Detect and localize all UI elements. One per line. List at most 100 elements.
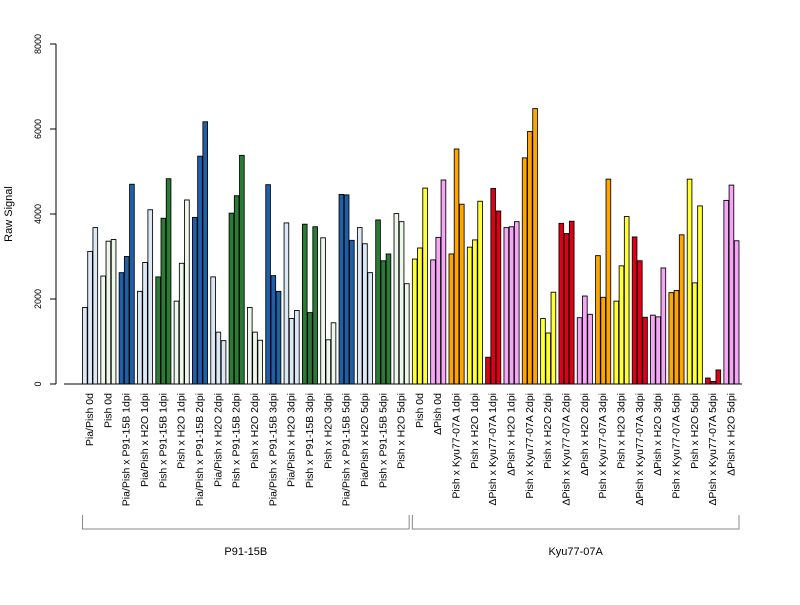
- x-tick-label: ΔPish x H2O 5dpi: [725, 393, 737, 476]
- bar: [545, 332, 551, 385]
- bar: [210, 276, 216, 385]
- y-axis-label: Raw Signal: [3, 186, 15, 242]
- y-axis: 0 2000 4000 6000 8000 Raw Signal: [3, 34, 57, 387]
- bar: [710, 381, 716, 385]
- bar: [178, 262, 185, 385]
- bar: [660, 267, 667, 385]
- bar: [155, 276, 161, 385]
- bar: [513, 221, 520, 385]
- bar: [343, 194, 350, 385]
- bar: [650, 314, 656, 385]
- bar: [228, 212, 235, 385]
- x-tick-label: Pia/Pish x H2O 3dpi: [286, 393, 298, 487]
- x-tick-label: ΔPish x Kyu77-07A 1dpi: [487, 393, 499, 506]
- bar: [453, 148, 460, 385]
- y-tick-label: 2000: [33, 289, 43, 309]
- bar: [422, 187, 428, 385]
- x-tick-label: Pish 0d: [414, 393, 426, 428]
- bar: [247, 307, 253, 385]
- bar: [142, 262, 148, 385]
- bar: [404, 283, 410, 385]
- bar: [495, 210, 502, 385]
- x-tick-label: Pish x H2O 2dpi: [249, 393, 261, 469]
- bar: [642, 316, 648, 385]
- x-tick-label: Pish x H2O 1dpi: [176, 393, 188, 469]
- bar: [637, 260, 643, 385]
- x-tick-label: Pish x P91-15B 1dpi: [157, 393, 169, 488]
- bar: [655, 316, 661, 385]
- bar: [165, 178, 172, 385]
- bar: [270, 275, 277, 385]
- y-tick-label: 4000: [33, 204, 43, 224]
- y-tick-label: 8000: [33, 34, 43, 54]
- bar: [623, 216, 630, 385]
- bar: [417, 247, 423, 385]
- x-tick-label: ΔPish x Kyu77-07A 3dpi: [634, 393, 646, 506]
- x-tick-label: Pia/Pish x H2O 2dpi: [212, 393, 224, 487]
- bar: [129, 183, 135, 385]
- bar: [472, 239, 478, 385]
- bar: [550, 291, 557, 385]
- bar: [540, 318, 546, 385]
- x-tick-label: Pish x H2O 1dpi: [469, 393, 481, 469]
- bar: [673, 290, 680, 385]
- bar: [283, 222, 290, 385]
- x-tick-label: Pish x P91-15B 5dpi: [377, 393, 389, 488]
- bar: [398, 221, 405, 385]
- bar: [435, 236, 442, 385]
- bar: [600, 296, 606, 385]
- x-tick-label: ΔPish x Kyu77-07A 5dpi: [707, 393, 719, 506]
- bar: [252, 331, 258, 385]
- x-tick-labels: Pia/Pish 0d Pish 0d Pia/Pish x P91-15B 1dp…: [84, 393, 737, 506]
- bar: [320, 237, 326, 385]
- bar: [686, 178, 693, 385]
- x-tick-label: ΔPish x H2O 2dpi: [579, 393, 591, 476]
- bar: [582, 295, 588, 385]
- bar: [605, 178, 612, 385]
- bar: [595, 255, 601, 385]
- bar: [631, 236, 638, 385]
- bar: [275, 290, 282, 385]
- bar: [587, 313, 593, 385]
- bar: [307, 312, 313, 385]
- bar: [367, 272, 373, 385]
- bar: [697, 205, 703, 385]
- x-tick-label: Pia/Pish x P91-15B 2dpi: [194, 393, 206, 506]
- bar: [184, 199, 190, 385]
- bar: [532, 108, 538, 385]
- bar: [87, 250, 93, 385]
- bar: [197, 155, 203, 385]
- bar: [430, 259, 436, 385]
- x-tick-label: Pish 0d: [102, 393, 114, 428]
- x-tick-label: Pia/Pish x P91-15B 1dpi: [121, 393, 133, 506]
- bar: [202, 121, 209, 385]
- bar: [558, 222, 565, 385]
- bar: [576, 317, 583, 385]
- bar: [375, 219, 381, 385]
- bar: [325, 339, 332, 385]
- bar: [288, 318, 295, 385]
- bar: [411, 258, 418, 385]
- bar: [705, 377, 711, 385]
- bar: [239, 154, 245, 385]
- x-tick-label: ΔPish x H2O 3dpi: [652, 393, 664, 476]
- bar: [105, 240, 112, 385]
- bar: [563, 233, 570, 385]
- group-bracket: [411, 515, 740, 530]
- bar: [448, 253, 455, 385]
- bar: [440, 179, 447, 385]
- bar: [220, 340, 227, 385]
- bar: [503, 227, 510, 385]
- bar: [265, 184, 271, 385]
- bar: [527, 131, 533, 385]
- x-tick-label: Pish x H2O 3dpi: [322, 393, 334, 469]
- bar: [385, 253, 392, 385]
- bars: [82, 108, 740, 385]
- bar: [233, 195, 240, 385]
- bar: [733, 240, 740, 385]
- x-tick-label: Pish x H2O 5dpi: [689, 393, 701, 469]
- x-tick-label: Pia/Pish x P91-15B 5dpi: [341, 393, 353, 506]
- bar: [459, 203, 465, 385]
- bar: [110, 239, 117, 385]
